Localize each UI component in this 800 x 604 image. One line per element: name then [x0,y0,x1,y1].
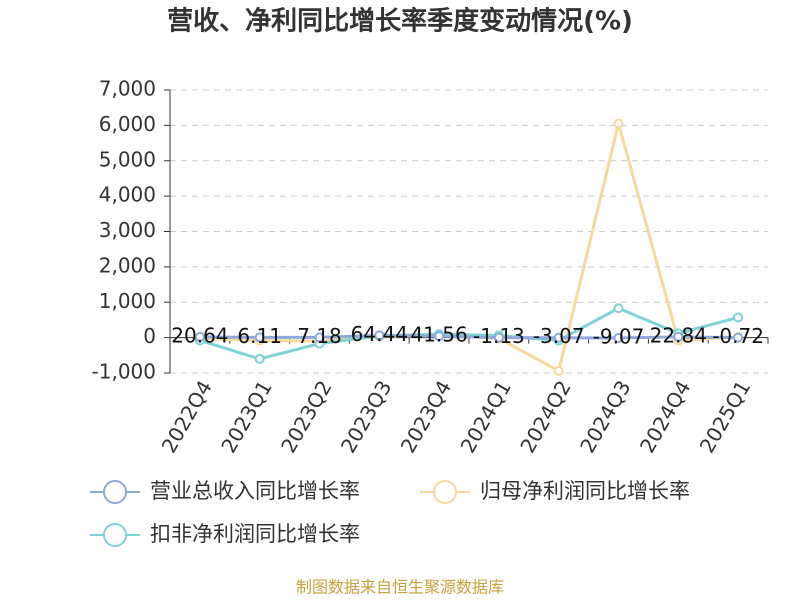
y-tick-label: 3,000 [99,218,156,242]
x-tick-label: 2024Q4 [635,376,695,457]
chart-title: 营收、净利同比增长率季度变动情况(%) [167,6,633,37]
data-point [733,312,744,323]
data-label: -1.13 [473,324,525,348]
x-tick-label: 2023Q2 [276,376,336,457]
data-point [254,353,265,364]
y-tick-label: 1,000 [99,289,156,313]
x-tick-label: 2022Q4 [157,376,217,457]
data-point [613,303,624,314]
data-point [553,365,564,376]
y-tick-label: 4,000 [99,183,156,207]
y-tick-label: -1,000 [92,360,156,384]
legend-marker [433,480,457,504]
x-tick-label: 2023Q1 [216,376,276,457]
legend-label: 扣非净利润同比增长率 [150,522,360,546]
data-label: 64.44 [351,322,408,346]
legend-marker [103,523,127,547]
x-tick-label: 2023Q3 [336,376,396,457]
x-tick-label: 2023Q4 [396,376,456,457]
y-tick-label: 5,000 [99,147,156,171]
data-point [673,331,684,342]
legend-label: 营业总收入同比增长率 [150,479,360,503]
data-point [613,332,624,343]
legend-label: 归母净利润同比增长率 [480,479,690,503]
series-line [199,306,739,361]
data-point [733,332,744,343]
series-line [199,333,739,340]
data-point [374,330,385,341]
data-point [254,332,265,343]
data-label: 20.64 [171,323,228,347]
y-tick-label: 0 [143,324,156,348]
data-label: 41.56 [410,323,467,347]
data-label: -0.72 [712,324,764,348]
data-label: 6.11 [237,324,282,348]
x-tick-label: 2024Q3 [575,376,635,457]
data-point [194,331,205,342]
data-point [553,332,564,343]
data-label: -9.07 [593,324,645,348]
data-label: -3.07 [533,324,585,348]
source-note: 制图数据来自恒生聚源数据库 [296,578,504,597]
legend-marker [103,480,127,504]
y-tick-label: 7,000 [99,77,156,101]
data-point [613,118,624,129]
y-tick-label: 2,000 [99,253,156,277]
data-label: 22.84 [650,323,707,347]
data-point [493,332,504,343]
y-tick-label: 6,000 [99,112,156,136]
data-label: 7.18 [297,324,342,348]
data-point [314,332,325,343]
x-tick-label: 2024Q1 [456,376,516,457]
data-point [434,331,445,342]
x-tick-label: 2025Q1 [695,376,755,457]
x-tick-label: 2024Q2 [515,376,575,457]
